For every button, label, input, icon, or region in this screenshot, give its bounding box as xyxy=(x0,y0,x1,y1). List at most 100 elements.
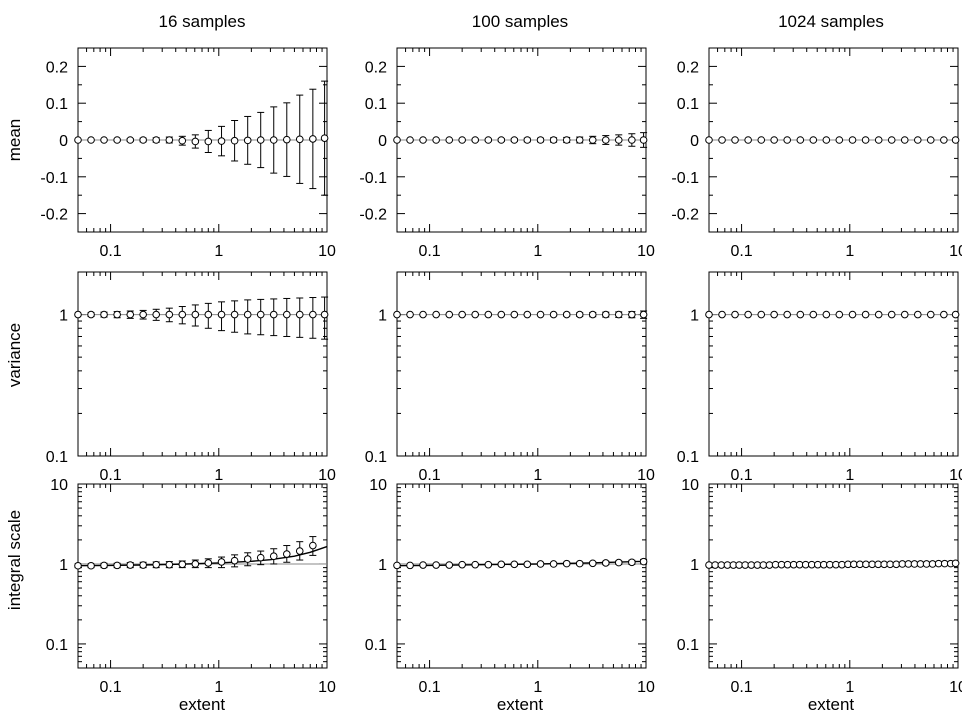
data-point xyxy=(639,557,648,566)
data-point xyxy=(191,310,200,319)
column-title-1024-samples: 1024 samples xyxy=(778,12,884,31)
y-tick-label: -0.1 xyxy=(671,170,699,187)
data-point xyxy=(628,558,636,567)
data-point xyxy=(940,310,948,319)
x-tick-label: 10 xyxy=(637,467,655,484)
data-point xyxy=(835,310,844,319)
y-tick-label: 0.1 xyxy=(46,637,68,654)
y-tick-label: -0.1 xyxy=(359,170,387,187)
data-point xyxy=(874,136,883,144)
data-point xyxy=(204,310,213,319)
data-point xyxy=(639,310,648,319)
data-point xyxy=(848,136,857,144)
data-point xyxy=(951,310,960,319)
panel-mean-1024-samples: 0.1 1 10 -0.2 -0.1 0 0.1 0.2 xyxy=(671,47,962,260)
data-point xyxy=(165,310,174,319)
data-point xyxy=(783,136,791,144)
data-point xyxy=(393,310,401,319)
data-point xyxy=(887,136,896,144)
data-point xyxy=(419,310,427,319)
x-tick-label: 10 xyxy=(318,679,336,696)
x-tick-label: 1 xyxy=(533,679,542,696)
y-tick-label: 10 xyxy=(369,477,387,494)
panel-variance-100-samples: 0.1 1 10 0.1 1 xyxy=(365,271,655,484)
x-tick-label: 10 xyxy=(949,243,962,260)
data-point xyxy=(744,310,752,319)
data-point xyxy=(711,561,719,569)
data-point xyxy=(744,136,752,144)
data-point xyxy=(796,310,805,319)
data-point xyxy=(536,136,545,144)
x-tick-label: 10 xyxy=(318,243,336,260)
y-tick-label: 0.1 xyxy=(46,449,68,466)
data-point xyxy=(614,310,623,319)
data-point xyxy=(628,136,636,144)
data-point xyxy=(614,136,623,144)
data-point xyxy=(87,310,95,319)
x-tick-label: 1 xyxy=(533,467,542,484)
column-title-100-samples: 100 samples xyxy=(472,12,568,31)
x-tick-label: 0.1 xyxy=(418,679,440,696)
data-point xyxy=(217,558,226,566)
plot-frame xyxy=(396,483,647,669)
data-point xyxy=(913,310,922,319)
x-tick-label: 0.1 xyxy=(730,243,752,260)
data-point xyxy=(445,561,454,569)
x-tick-label: 1 xyxy=(845,467,854,484)
data-point xyxy=(282,550,291,558)
plot-frame xyxy=(708,483,959,669)
x-tick-label: 0.1 xyxy=(99,679,121,696)
data-point xyxy=(562,559,571,568)
data-point xyxy=(113,561,121,570)
data-point xyxy=(113,136,121,144)
y-tick-label: 10 xyxy=(50,477,68,494)
data-point xyxy=(309,541,317,550)
y-tick-label: 0 xyxy=(59,133,68,150)
data-point xyxy=(217,137,226,145)
data-point xyxy=(575,136,584,144)
data-point xyxy=(87,561,95,570)
data-point xyxy=(757,310,766,319)
data-point xyxy=(588,559,597,568)
data-point xyxy=(458,136,466,144)
data-point xyxy=(783,560,792,569)
y-tick-label: -0.2 xyxy=(671,207,699,224)
data-point xyxy=(269,552,278,561)
data-point xyxy=(406,310,414,319)
data-point xyxy=(458,310,466,319)
data-point xyxy=(432,310,440,319)
x-tick-label: 0.1 xyxy=(418,243,440,260)
data-point xyxy=(282,135,291,144)
plot-frame xyxy=(77,271,328,457)
x-tick-label: 0.1 xyxy=(99,467,121,484)
data-point xyxy=(269,310,278,319)
x-tick-label: 1 xyxy=(214,243,223,260)
data-point xyxy=(874,310,883,319)
y-tick-label: 10 xyxy=(681,477,699,494)
data-point xyxy=(74,310,82,319)
data-point xyxy=(204,559,213,567)
panel-integral-scale-1024-samples: 0.1 1 10 0.1 1 10 xyxy=(677,477,962,696)
row-label-mean: mean xyxy=(5,119,24,162)
plot-frame xyxy=(77,483,328,669)
y-tick-label: 0 xyxy=(378,133,387,150)
data-point xyxy=(471,560,479,569)
x-tick-label: 1 xyxy=(214,679,223,696)
data-point xyxy=(230,556,239,565)
y-tick-label: -0.2 xyxy=(359,207,387,224)
data-point xyxy=(393,136,401,144)
data-point xyxy=(256,310,265,319)
data-point xyxy=(926,310,935,319)
column-title-16-samples: 16 samples xyxy=(159,12,246,31)
data-point xyxy=(217,310,226,319)
y-tick-label: 0.1 xyxy=(365,449,387,466)
data-point xyxy=(243,310,252,319)
data-point xyxy=(523,136,532,144)
plot-frame xyxy=(396,271,647,457)
data-point xyxy=(113,310,121,319)
data-point xyxy=(419,561,427,569)
xlabel-extent-col1: extent xyxy=(179,695,226,714)
data-point xyxy=(951,136,960,144)
data-point xyxy=(497,560,506,569)
data-point xyxy=(320,134,329,142)
